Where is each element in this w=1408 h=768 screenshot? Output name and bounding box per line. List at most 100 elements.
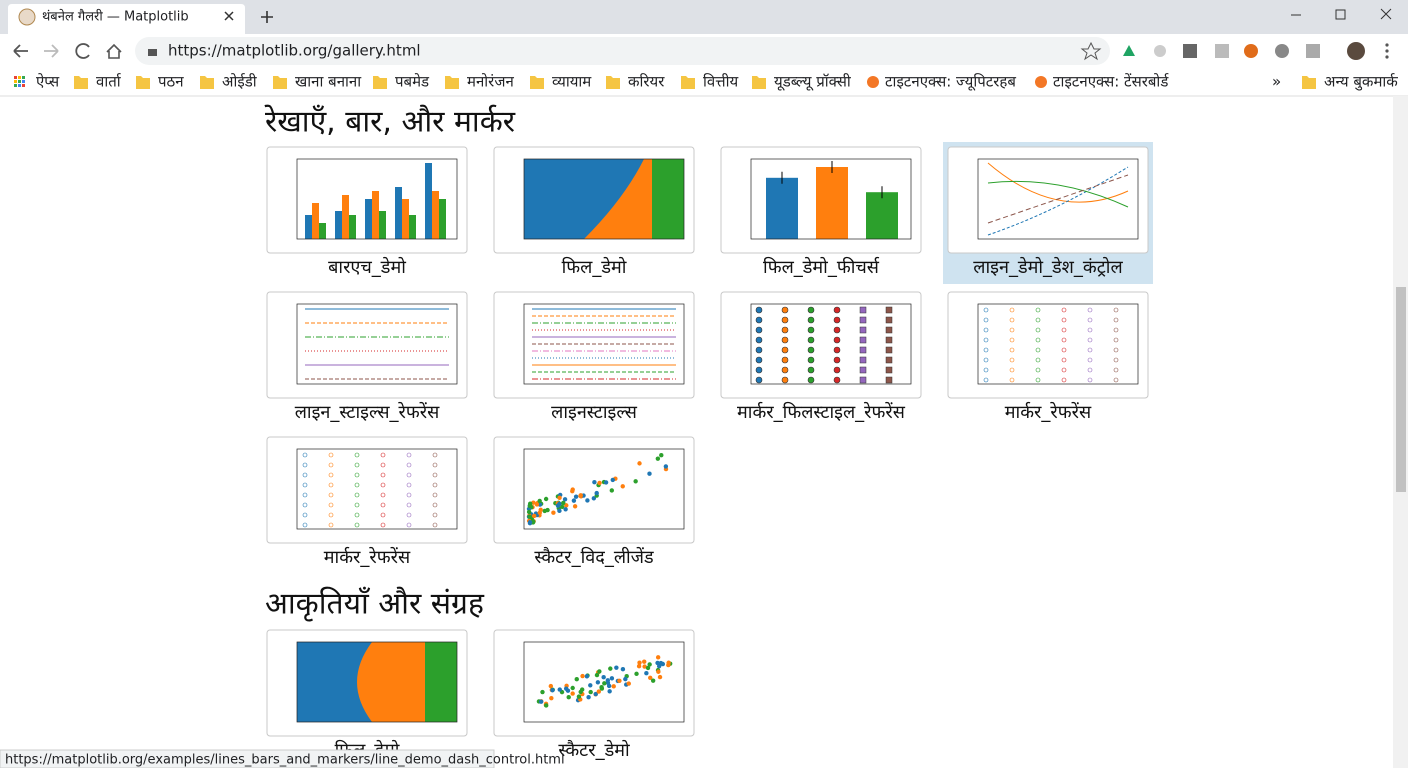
bookmark[interactable]: ऐप्स bbox=[36, 73, 60, 91]
thumb-shape bbox=[611, 684, 616, 689]
thumbnail-caption[interactable]: फिल_डेमो_फीचर्स bbox=[763, 256, 880, 278]
thumb-shape bbox=[977, 303, 1139, 385]
thumbnail-caption[interactable]: मार्कर_रेफरेंस bbox=[324, 546, 411, 568]
ext[interactable] bbox=[1275, 44, 1289, 58]
thumb-shape bbox=[599, 685, 604, 690]
thumbnail[interactable] bbox=[947, 146, 1149, 254]
thumbnail[interactable] bbox=[493, 291, 695, 399]
thumb-shape bbox=[564, 503, 569, 508]
ext-drive[interactable] bbox=[1123, 45, 1135, 56]
thumb-shape bbox=[816, 167, 848, 239]
bookmark[interactable]: करियर bbox=[628, 73, 665, 91]
apps-icon bbox=[18, 80, 21, 83]
reload[interactable] bbox=[75, 43, 90, 59]
star[interactable] bbox=[1080, 41, 1102, 61]
thumb-shape bbox=[328, 522, 334, 528]
thumbnail[interactable] bbox=[266, 291, 468, 399]
url[interactable]: https://matplotlib.org/gallery.html bbox=[168, 42, 421, 60]
thumbnail-caption[interactable]: लाइन_डेमो_डेश_कंट्रोल bbox=[973, 256, 1123, 278]
thumb-shape bbox=[570, 691, 575, 696]
bookmark[interactable]: ओईडी bbox=[222, 73, 258, 91]
thumb-shape bbox=[305, 215, 312, 239]
new-tab[interactable] bbox=[261, 11, 273, 23]
restore[interactable] bbox=[1335, 9, 1346, 20]
thumb-shape bbox=[644, 671, 649, 676]
ext[interactable] bbox=[1154, 45, 1166, 57]
ext[interactable] bbox=[1306, 44, 1320, 58]
bookmark[interactable]: यूडब्ल्यू प्रॉक्सी bbox=[774, 73, 852, 92]
ext[interactable] bbox=[1215, 44, 1229, 58]
scroll-thumb[interactable] bbox=[1396, 287, 1406, 492]
home[interactable] bbox=[106, 43, 122, 59]
thumbnail[interactable] bbox=[493, 146, 695, 254]
bookmark[interactable]: अन्य बुकमार्क bbox=[1324, 73, 1398, 92]
bookmark[interactable]: व्यायाम bbox=[552, 73, 592, 91]
thumbnail[interactable] bbox=[947, 291, 1149, 399]
thumbnail-caption[interactable]: लाइन_स्टाइल्स_रेफरेंस bbox=[295, 401, 440, 423]
thumbnail-caption[interactable]: स्कैटर_डेमो bbox=[558, 739, 630, 761]
thumb-shape bbox=[885, 366, 893, 374]
thumb-shape bbox=[642, 664, 647, 669]
thumb-shape bbox=[885, 326, 893, 334]
close-window[interactable] bbox=[1380, 8, 1392, 20]
thumb-shape bbox=[548, 683, 554, 689]
ext[interactable] bbox=[1244, 44, 1258, 58]
back[interactable] bbox=[13, 44, 28, 58]
thumbnail-caption[interactable]: मार्कर_रेफरेंस bbox=[1005, 401, 1092, 423]
thumbnail-frame bbox=[493, 629, 695, 737]
thumbnail-caption[interactable]: स्कैटर_विद_लीजेंड bbox=[534, 546, 654, 568]
thumb-shape bbox=[432, 191, 439, 239]
thumb-shape bbox=[647, 662, 652, 667]
thumbnail-caption[interactable]: लाइनस्टाइल्स bbox=[551, 402, 638, 423]
thumb-shape bbox=[328, 492, 334, 498]
tab-title: थंबनेल गैलरी — Matplotlib bbox=[42, 9, 189, 25]
thumb-shape bbox=[636, 663, 642, 669]
thumbnail[interactable] bbox=[493, 629, 695, 737]
thumb-shape bbox=[380, 472, 386, 478]
thumb-shape bbox=[328, 512, 334, 518]
thumb-shape bbox=[585, 498, 590, 503]
thumb-shape bbox=[833, 316, 841, 324]
tab-close[interactable] bbox=[224, 11, 234, 21]
thumbnail[interactable] bbox=[493, 436, 695, 544]
thumbnail-caption[interactable]: फिल_डेमो bbox=[562, 256, 627, 278]
bookmark[interactable]: टाइटनएक्स: टेंसरबोर्ड bbox=[1053, 73, 1169, 91]
thumb-shape bbox=[605, 678, 611, 683]
thumbnail[interactable] bbox=[720, 291, 922, 399]
thumb-shape bbox=[755, 366, 763, 374]
thumb-shape bbox=[755, 306, 763, 314]
forward[interactable] bbox=[44, 44, 59, 58]
thumb-shape bbox=[432, 522, 438, 528]
thumbnail[interactable] bbox=[266, 146, 468, 254]
thumb-shape bbox=[597, 480, 602, 486]
menu[interactable] bbox=[1385, 43, 1389, 47]
bookmark[interactable]: वार्ता bbox=[96, 73, 122, 91]
profile[interactable] bbox=[1347, 42, 1365, 60]
thumb-shape bbox=[1113, 317, 1119, 323]
bookmark[interactable]: पठन bbox=[158, 73, 184, 91]
bookmark[interactable]: वित्तीय bbox=[703, 73, 738, 91]
bookmark[interactable]: मनोरंजन bbox=[467, 73, 514, 91]
ext[interactable] bbox=[1183, 44, 1197, 58]
thumbnail-caption[interactable]: मार्कर_फिलस्टाइल_रेफरेंस bbox=[737, 401, 906, 423]
bookmarks-overflow[interactable]: » bbox=[1272, 73, 1281, 91]
thumbnail-caption[interactable]: बारएच_डेमो bbox=[328, 256, 406, 278]
thumb-shape bbox=[1087, 357, 1093, 363]
thumb-shape bbox=[335, 211, 342, 239]
thumb-shape bbox=[1061, 367, 1067, 373]
thumb-shape bbox=[755, 376, 763, 384]
omnibox[interactable] bbox=[135, 37, 1110, 65]
thumbnail-frame bbox=[266, 436, 468, 544]
thumbnail[interactable] bbox=[266, 629, 468, 737]
thumbnail[interactable] bbox=[720, 146, 922, 254]
apps-icon bbox=[22, 76, 25, 79]
tab[interactable] bbox=[8, 4, 245, 34]
thumb-shape bbox=[1009, 367, 1015, 373]
thumbnail[interactable] bbox=[266, 436, 468, 544]
thumb-shape bbox=[379, 211, 386, 239]
thumb-shape bbox=[328, 482, 334, 488]
bookmark[interactable]: टाइटनएक्स: ज्यूपिटरहब bbox=[885, 73, 1016, 92]
thumb-shape bbox=[302, 512, 308, 518]
bookmark[interactable]: पबमेड bbox=[395, 73, 430, 91]
bookmark[interactable]: खाना बनाना bbox=[295, 73, 362, 91]
